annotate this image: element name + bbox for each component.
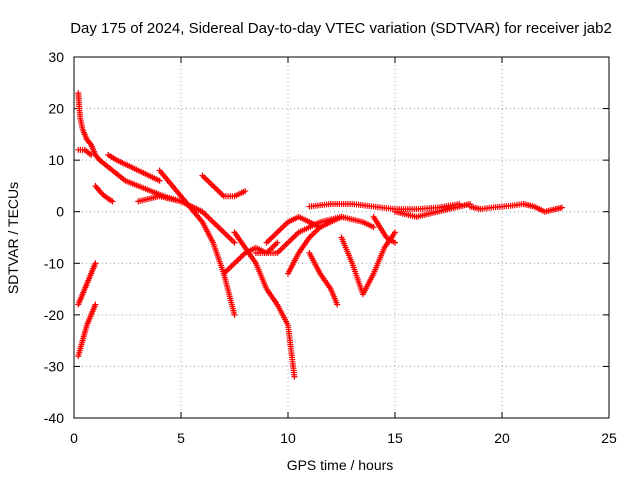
x-axis-label: GPS time / hours <box>287 457 394 473</box>
plot-frame <box>73 56 610 419</box>
y-tick-label: 10 <box>48 152 64 168</box>
x-tick-label: 0 <box>70 430 78 446</box>
series-arc-20 <box>263 213 324 246</box>
grid <box>74 57 609 418</box>
data-point <box>231 239 238 246</box>
data-points <box>75 90 565 380</box>
y-tick-label: -20 <box>44 307 64 323</box>
data-point <box>317 224 324 231</box>
data-point <box>88 151 95 158</box>
data-point <box>291 373 298 380</box>
data-point <box>156 177 163 184</box>
data-point <box>370 224 377 231</box>
data-point <box>338 213 345 220</box>
series-arc-15 <box>306 249 341 308</box>
series-arc-16 <box>338 229 398 298</box>
x-tick-label: 5 <box>177 430 185 446</box>
data-point <box>92 260 99 267</box>
y-tick-label: 20 <box>48 101 64 117</box>
series-arc-9 <box>156 167 238 318</box>
y-tick-label: -40 <box>44 410 64 426</box>
series-arc-4 <box>75 146 95 158</box>
x-tick-label: 10 <box>280 430 296 446</box>
series-arc-2 <box>75 260 99 308</box>
series-arc-19 <box>466 200 565 215</box>
series-arc-3 <box>75 301 99 360</box>
data-point <box>334 301 341 308</box>
data-point <box>87 140 94 147</box>
series-arc-5 <box>92 182 116 205</box>
series-arc-13 <box>252 213 377 256</box>
series-arc-1 <box>75 90 103 164</box>
data-point <box>231 311 238 318</box>
series-arc-12 <box>231 229 298 380</box>
series-arc-6 <box>105 151 163 184</box>
x-tick-label: 25 <box>601 430 617 446</box>
data-point <box>242 188 249 195</box>
y-tick-label: 0 <box>56 204 64 220</box>
data-point <box>392 229 398 236</box>
data-point <box>109 198 116 205</box>
series-arc-21 <box>370 213 398 246</box>
data-point <box>558 204 565 211</box>
y-tick-label: -30 <box>44 358 64 374</box>
x-tick-label: 20 <box>494 430 510 446</box>
data-point <box>392 239 398 246</box>
data-point <box>274 239 281 246</box>
chart-title: Day 175 of 2024, Sidereal Day-to-day VTE… <box>70 20 612 37</box>
y-tick-label: -10 <box>44 255 64 271</box>
y-axis-label: SDTVAR / TECUs <box>5 182 21 294</box>
series-arc-14 <box>285 213 345 277</box>
x-tick-label: 15 <box>387 430 403 446</box>
series-arc-17 <box>306 200 463 213</box>
axis-ticks <box>73 56 610 419</box>
data-point <box>92 301 99 308</box>
y-tick-label: 30 <box>48 49 64 65</box>
series-arc-10 <box>199 172 249 200</box>
tick-labels: 0 5 10 15 20 25 -40 -30 -20 -10 0 10 20 30 <box>44 49 617 446</box>
